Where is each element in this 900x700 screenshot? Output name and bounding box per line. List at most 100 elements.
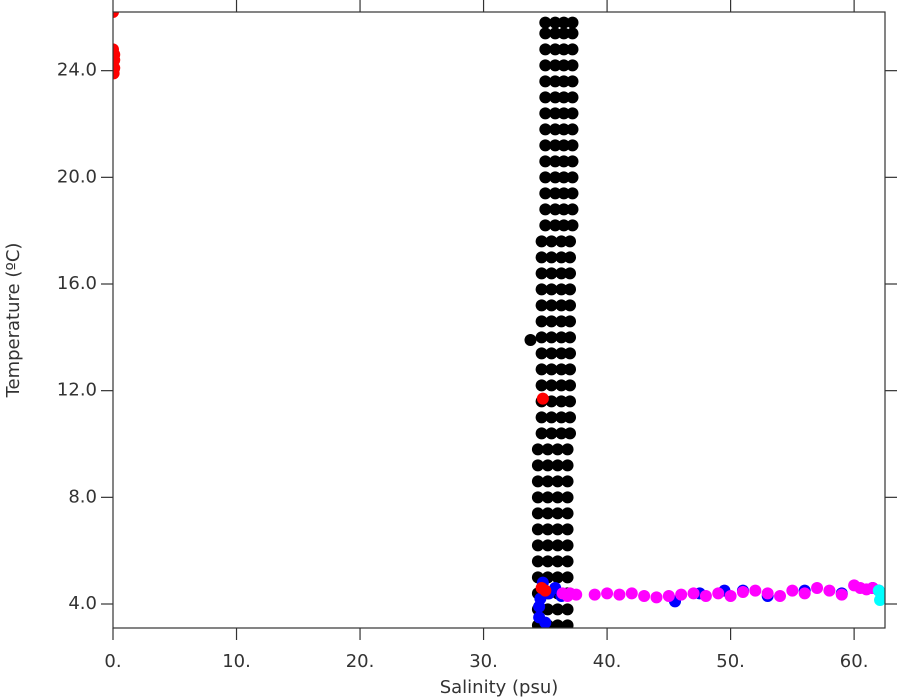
scatter-point [545,283,558,296]
scatter-point [749,584,762,597]
scatter-point [555,267,568,280]
x-tick-label: 0. [104,651,121,672]
scatter-point [566,59,579,72]
scatter-point [535,235,548,248]
scatter-point [549,59,562,72]
scatter-point [545,363,558,376]
scatter-point [564,411,577,424]
scatter-point [549,43,562,56]
scatter-point [774,590,787,602]
scatter-point [531,443,544,456]
scatter-point [564,379,577,392]
x-tick-label: 10. [222,651,251,672]
scatter-point [535,283,548,296]
scatter-point [545,427,558,440]
y-tick-label: 24.0 [57,60,97,81]
scatter-point [531,459,544,472]
scatter-point [113,12,119,18]
y-tick-label: 20.0 [57,166,97,187]
scatter-point [662,590,675,602]
scatter-point [545,411,558,424]
scatter-point [557,91,570,104]
scatter-point [535,315,548,328]
scatter-point [549,187,562,200]
scatter-point [545,347,558,360]
scatter-point [712,587,725,600]
scatter-point [625,587,638,600]
scatter-point [531,555,544,568]
scatter-point [545,299,558,312]
scatter-point [539,43,552,56]
scatter-point [551,507,564,520]
scatter-point [566,203,579,216]
scatter-point [545,267,558,280]
scatter-point [541,523,554,536]
scatter-point [539,123,552,136]
scatter-point [531,507,544,520]
scatter-point [557,139,570,152]
scatter-point [549,139,562,152]
scatter-point [535,379,548,392]
scatter-point [564,395,577,408]
scatter-point [561,571,574,584]
scatter-point [545,251,558,264]
scatter-point [566,155,579,168]
scatter-point [557,75,570,88]
scatter-point [566,91,579,104]
scatter-point [539,171,552,184]
scatter-point [564,331,577,344]
scatter-point [549,123,562,136]
scatter-point [536,392,549,405]
scatter-point [535,267,548,280]
scatter-point [557,219,570,232]
scatter-point [561,459,574,472]
scatter-point [555,379,568,392]
scatter-point [551,555,564,568]
scatter-point [531,491,544,504]
scatter-point [541,459,554,472]
scatter-point [555,411,568,424]
scatter-point [561,443,574,456]
scatter-point [557,123,570,136]
scatter-point [549,219,562,232]
scatter-point [601,587,614,600]
scatter-point [539,16,552,29]
scatter-point [570,588,583,601]
scatter-point [555,347,568,360]
scatter-point [549,16,562,29]
scatter-point [541,539,554,552]
scatter-point [561,603,574,616]
scatter-point [564,363,577,376]
scatter-point [113,48,121,61]
y-tick-label: 4.0 [68,593,97,614]
y-axis-label: Temperature (ºC) [3,243,24,399]
scatter-point [564,315,577,328]
scatter-point [541,491,554,504]
scatter-point [557,203,570,216]
scatter-point [555,251,568,264]
scatter-point [551,523,564,536]
scatter-point [551,491,564,504]
scatter-point [541,507,554,520]
x-tick-label: 30. [469,651,498,672]
scatter-point [638,590,651,602]
scatter-point [555,315,568,328]
scatter-point [736,586,749,598]
scatter-point [555,363,568,376]
scatter-point [539,75,552,88]
scatter-point [561,475,574,488]
scatter-point [551,443,564,456]
plot-points [113,12,885,628]
x-axis-label: Salinity (psu) [440,677,559,698]
scatter-point [566,27,579,40]
scatter-point [533,600,546,613]
scatter-point [566,219,579,232]
scatter-point [535,427,548,440]
scatter-point [549,75,562,88]
y-tick-label: 16.0 [57,273,97,294]
x-tick-label: 50. [716,651,745,672]
scatter-point [541,475,554,488]
scatter-point [650,591,663,604]
x-tick-label: 20. [346,651,375,672]
